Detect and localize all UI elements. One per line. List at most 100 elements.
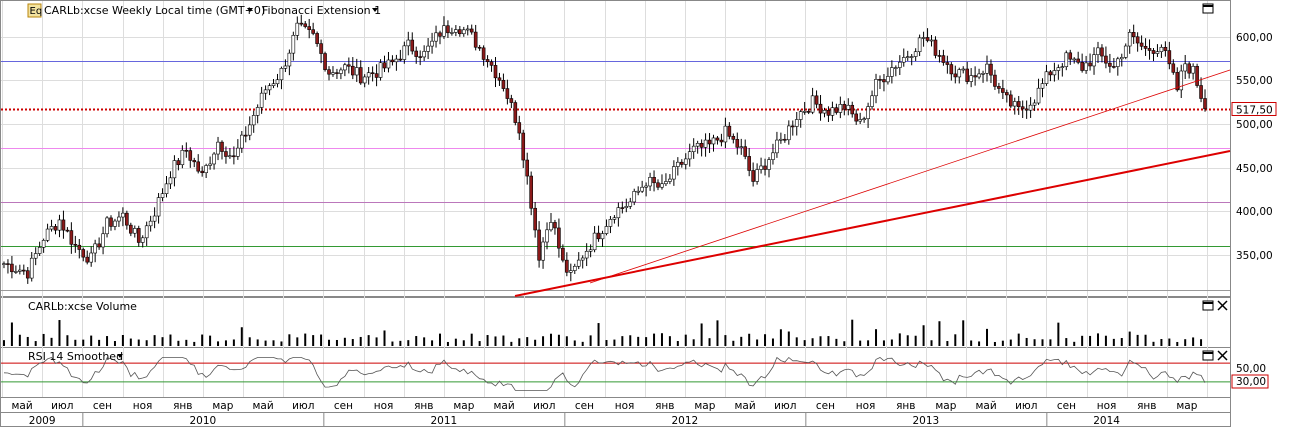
volume-bar [1104, 335, 1107, 346]
candle-body [485, 59, 490, 63]
candle-body [1191, 66, 1195, 74]
volume-bar [573, 340, 576, 346]
volume-bar [296, 337, 299, 346]
candle-body [961, 68, 966, 71]
volume-bar [169, 334, 172, 346]
candle-body [263, 89, 268, 94]
candle-body [350, 65, 355, 76]
volume-bar [177, 340, 180, 346]
volume-bar [1176, 341, 1179, 346]
volume-bar [232, 339, 235, 346]
volume-panel-close-icon[interactable] [1217, 300, 1228, 311]
candle-body [1135, 36, 1140, 44]
volume-bar [668, 336, 671, 346]
study-dropdown-icon[interactable] [372, 8, 378, 12]
candle-body [148, 220, 153, 227]
month-tick-label: сен [93, 400, 112, 412]
candle-body [477, 46, 482, 49]
candle-body [1036, 87, 1041, 104]
rsi-panel-maximize-icon[interactable] [1202, 350, 1214, 361]
candle-body [450, 32, 454, 34]
candle-body [660, 183, 664, 188]
candle-body [1005, 92, 1009, 96]
rsi-header[interactable]: RSI 14 Smoothed [28, 350, 123, 363]
volume-bar [137, 339, 140, 346]
volume-bar [145, 340, 148, 346]
volume-bar [288, 334, 291, 346]
candle-body [858, 119, 862, 122]
candle-body [1084, 62, 1088, 71]
volume-bar [10, 322, 13, 346]
volume-bar [256, 339, 259, 346]
candle-body [1167, 50, 1172, 65]
candle-body [196, 161, 201, 172]
candle-body [279, 68, 284, 81]
candle-body [842, 104, 847, 110]
year-tick-label: 2012 [671, 415, 698, 427]
candle-body [493, 65, 498, 79]
volume-bar [470, 333, 473, 346]
price-panel-maximize-icon[interactable] [1202, 3, 1214, 14]
candle-body [287, 52, 292, 67]
candle-body [1060, 66, 1065, 68]
volume-bar [423, 337, 426, 346]
candle-body [1112, 66, 1116, 68]
candle-body [1104, 55, 1108, 64]
price-tick-label: 550,00 [1236, 75, 1273, 87]
rsi-dropdown-icon[interactable] [117, 354, 123, 358]
candle-body [1012, 101, 1017, 107]
year-tick-label: 2011 [430, 415, 457, 427]
volume-bar [446, 341, 449, 346]
candle-body [695, 143, 700, 147]
candle-body [2, 263, 6, 265]
volume-bar [1200, 339, 1203, 346]
candle-body [152, 215, 157, 222]
symbol-title[interactable]: CARLb:xcse Weekly Local time (GMT+0) [44, 4, 265, 17]
volume-bar [407, 340, 410, 346]
volume-bar [240, 327, 243, 346]
candle-body [1179, 70, 1184, 91]
candle-body [612, 217, 617, 220]
candle-body [216, 141, 220, 155]
volume-bar [42, 333, 45, 346]
rsi-panel-close-icon[interactable] [1217, 350, 1228, 361]
candle-body [802, 111, 807, 113]
candle-body [283, 65, 288, 69]
volume-bar [1089, 335, 1092, 346]
volume-bar [343, 337, 346, 346]
candle-body [771, 152, 775, 160]
candle-body [929, 39, 934, 42]
candle-body [1052, 70, 1057, 76]
candle-body [600, 233, 605, 240]
volume-bar [581, 341, 584, 346]
rsi-panel-title[interactable]: RSI 14 Smoothed [28, 350, 123, 363]
candle-body [339, 69, 343, 74]
candle-body [925, 37, 930, 41]
symbol-dropdown-icon[interactable] [247, 8, 253, 12]
study-title[interactable]: Fibonacci Extension 1 [262, 4, 381, 17]
candle-body [707, 139, 712, 145]
candle-body [295, 22, 300, 36]
candle-body [767, 159, 771, 170]
candle-body [596, 232, 601, 240]
volume-bar [1152, 341, 1155, 346]
chart-header[interactable]: Eq CARLb:xcse Weekly Local time (GMT+0) … [27, 3, 381, 18]
candle-body [366, 72, 371, 78]
candle-body [747, 156, 751, 171]
volume-bar [201, 334, 204, 346]
candle-body [917, 37, 922, 53]
candle-body [378, 62, 383, 78]
candle-body [1044, 71, 1049, 84]
candle-body [763, 165, 767, 170]
month-tick-label: июл [1015, 400, 1037, 412]
candle-body [465, 28, 470, 31]
candle-body [410, 39, 415, 52]
logo-text: Eq [30, 6, 43, 17]
volume-bar [1081, 335, 1084, 346]
candle-body [473, 31, 478, 48]
month-tick-label: янв [655, 400, 674, 412]
candle-body [1151, 50, 1156, 54]
volume-bar [542, 336, 545, 346]
month-tick-label: мар [212, 400, 233, 412]
volume-panel-maximize-icon[interactable] [1202, 300, 1214, 311]
